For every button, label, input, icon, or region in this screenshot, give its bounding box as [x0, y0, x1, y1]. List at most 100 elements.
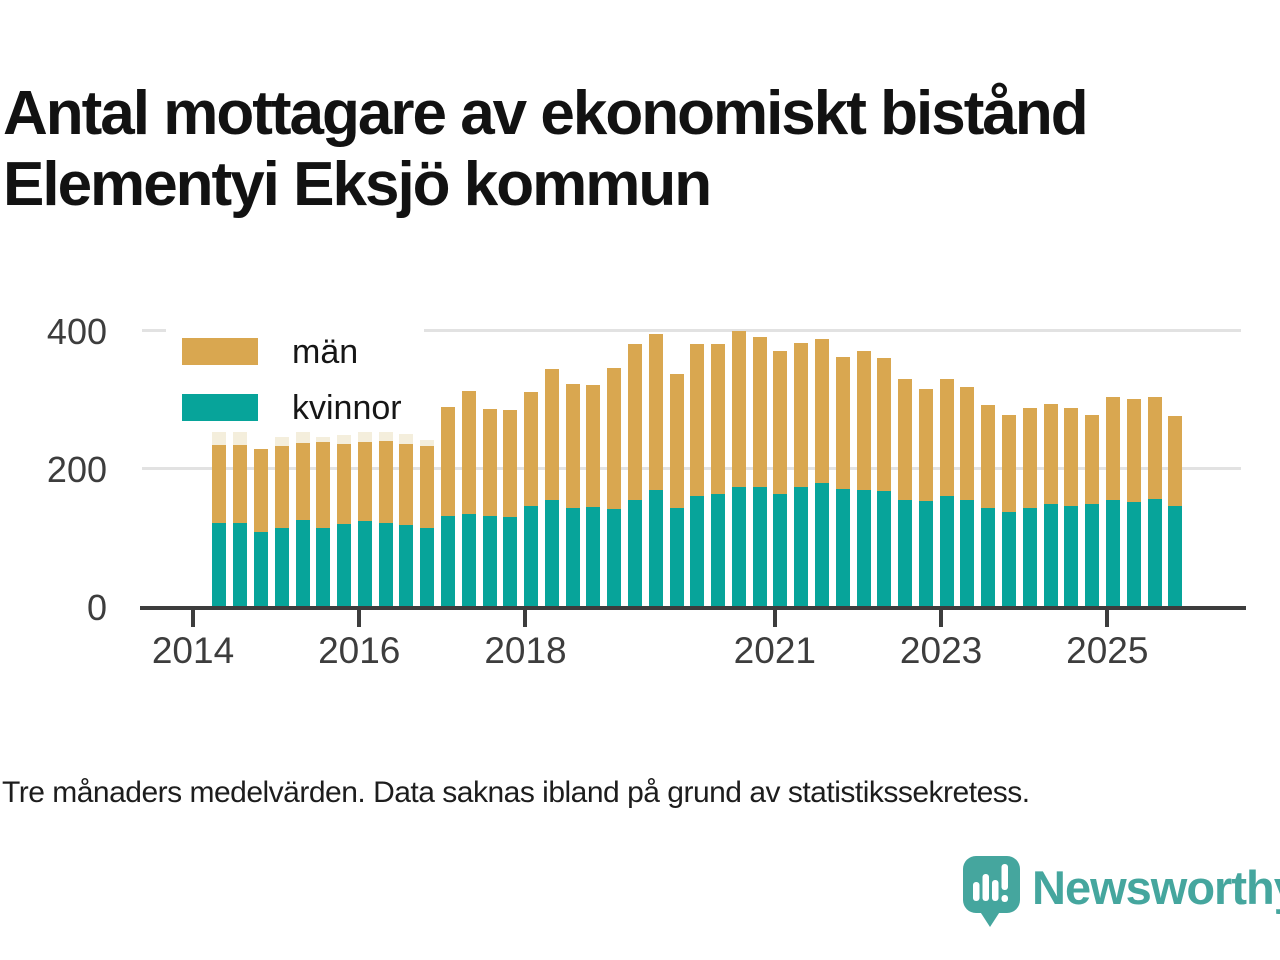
seg-light-2015-K3 — [316, 436, 331, 442]
seg-man-2022-K1 — [856, 350, 871, 491]
seg-kvinnor-2025-K3 — [1147, 499, 1162, 606]
seg-man-2015-K4 — [337, 443, 352, 524]
seg-kvinnor-2021-K3 — [815, 483, 830, 606]
seg-man-2014-K3 — [233, 445, 248, 524]
x-tick-label-2021: 2021 — [733, 630, 816, 671]
seg-kvinnor-2014-K4 — [253, 532, 268, 606]
seg-man-2022-K2 — [877, 358, 892, 491]
seg-kvinnor-2016-K4 — [420, 528, 435, 606]
seg-man-2021-K1 — [773, 350, 788, 495]
y-tick-label-0: 0 — [86, 587, 107, 628]
seg-light-2016-K1 — [357, 430, 372, 443]
bar-chart-exclamation-icon — [973, 864, 1008, 902]
seg-light-2015-K1 — [274, 436, 289, 446]
legend-label-man: män — [292, 333, 359, 371]
seg-man-2024-K3 — [1064, 407, 1079, 506]
title-line-1: Antal mottagare av ekonomiskt bistånd — [3, 78, 1089, 148]
seg-man-2024-K1 — [1022, 407, 1037, 509]
legend-swatch-kvinnor — [182, 394, 258, 421]
legend-label-kvinnor: kvinnor — [292, 389, 402, 427]
seg-man-2015-K3 — [316, 441, 331, 529]
seg-man-2016-K2 — [378, 441, 393, 524]
seg-man-2024-K4 — [1085, 414, 1100, 504]
title-line-2: i Eksjö kommun — [262, 149, 712, 219]
seg-kvinnor-2019-K4 — [669, 508, 684, 606]
x-tick-label-2023: 2023 — [899, 630, 983, 671]
page-title: Antal mottagare av ekonomiskt bistånd El… — [3, 78, 1089, 219]
seg-man-2018-K2 — [544, 368, 559, 500]
seg-kvinnor-2015-K4 — [337, 523, 352, 606]
seg-kvinnor-2025-K1 — [1105, 499, 1120, 606]
seg-kvinnor-2014-K2 — [212, 523, 227, 606]
seg-kvinnor-2023-K1 — [939, 496, 954, 606]
seg-kvinnor-2021-K4 — [835, 488, 850, 606]
x-tick-label-2025: 2025 — [1066, 630, 1149, 671]
seg-man-2018-K3 — [565, 383, 580, 508]
seg-man-2022-K3 — [898, 378, 913, 500]
seg-kvinnor-2020-K1 — [690, 496, 705, 606]
seg-kvinnor-2014-K3 — [233, 523, 248, 606]
seg-man-2018-K1 — [524, 392, 539, 506]
x-tick-2014 — [191, 606, 195, 627]
gridline-400 — [142, 329, 1241, 332]
seg-light-2014-K2 — [212, 427, 227, 446]
seg-man-2017-K3 — [482, 408, 497, 516]
seg-light-2016-K4 — [420, 440, 435, 446]
speech-bubble-icon — [963, 856, 1020, 927]
seg-kvinnor-2021-K1 — [773, 494, 788, 606]
seg-light-2015-K2 — [295, 430, 310, 444]
seg-man-2020-K1 — [690, 343, 705, 497]
seg-man-2019-K2 — [628, 343, 642, 500]
y-tick-label-400: 400 — [46, 311, 107, 352]
x-tick-label-2018: 2018 — [484, 630, 567, 671]
seg-man-2022-K4 — [918, 388, 933, 502]
x-tick-2023 — [939, 606, 944, 627]
seg-kvinnor-2019-K2 — [628, 499, 642, 606]
seg-kvinnor-2016-K1 — [357, 521, 372, 606]
seg-kvinnor-2020-K3 — [731, 486, 746, 606]
seg-kvinnor-2023-K4 — [1002, 512, 1017, 606]
x-tick-2025 — [1105, 606, 1110, 627]
seg-kvinnor-2024-K3 — [1064, 505, 1079, 606]
seg-kvinnor-2019-K1 — [607, 508, 622, 606]
seg-kvinnor-2024-K1 — [1022, 508, 1037, 606]
seg-light-2015-K4 — [337, 434, 352, 444]
x-tick-2016 — [357, 606, 362, 627]
seg-light-2016-K3 — [399, 433, 414, 444]
seg-man-2025-K4 — [1168, 416, 1183, 506]
seg-man-2017-K2 — [461, 390, 476, 514]
seg-kvinnor-2017-K4 — [503, 516, 518, 606]
footnote: Tre månaders medelvärden. Data saknas ib… — [2, 776, 1030, 809]
seg-man-2023-K4 — [1002, 414, 1017, 513]
seg-kvinnor-2017-K3 — [482, 515, 497, 606]
seg-man-2017-K4 — [503, 410, 518, 517]
seg-man-2020-K3 — [731, 331, 746, 487]
seg-man-2015-K2 — [295, 443, 310, 520]
seg-man-2023-K1 — [939, 378, 954, 497]
seg-kvinnor-2016-K3 — [399, 525, 414, 606]
x-tick-2018 — [523, 606, 528, 627]
seg-man-2014-K4 — [253, 448, 268, 533]
seg-kvinnor-2025-K4 — [1168, 505, 1183, 606]
seg-man-2014-K2 — [212, 445, 227, 524]
seg-kvinnor-2022-K4 — [918, 501, 933, 606]
seg-kvinnor-2021-K2 — [794, 486, 809, 606]
newsworthy-logo: Newsworthy — [963, 856, 1280, 932]
seg-kvinnor-2018-K3 — [565, 508, 580, 606]
seg-kvinnor-2017-K2 — [461, 513, 476, 606]
seg-man-2023-K2 — [960, 387, 975, 500]
seg-man-2021-K4 — [835, 356, 850, 489]
seg-kvinnor-2024-K2 — [1043, 503, 1058, 606]
seg-kvinnor-2023-K3 — [981, 508, 996, 606]
legend: män kvinnor — [166, 326, 424, 432]
seg-man-2018-K4 — [586, 385, 601, 507]
seg-kvinnor-2022-K2 — [877, 490, 892, 606]
seg-kvinnor-2016-K2 — [378, 523, 393, 606]
seg-man-2015-K1 — [274, 445, 289, 529]
seg-kvinnor-2025-K2 — [1126, 501, 1141, 606]
seg-kvinnor-2015-K2 — [295, 519, 310, 606]
seg-man-2023-K3 — [981, 405, 996, 508]
seg-kvinnor-2015-K1 — [274, 528, 289, 606]
x-tick-2021 — [772, 606, 777, 627]
